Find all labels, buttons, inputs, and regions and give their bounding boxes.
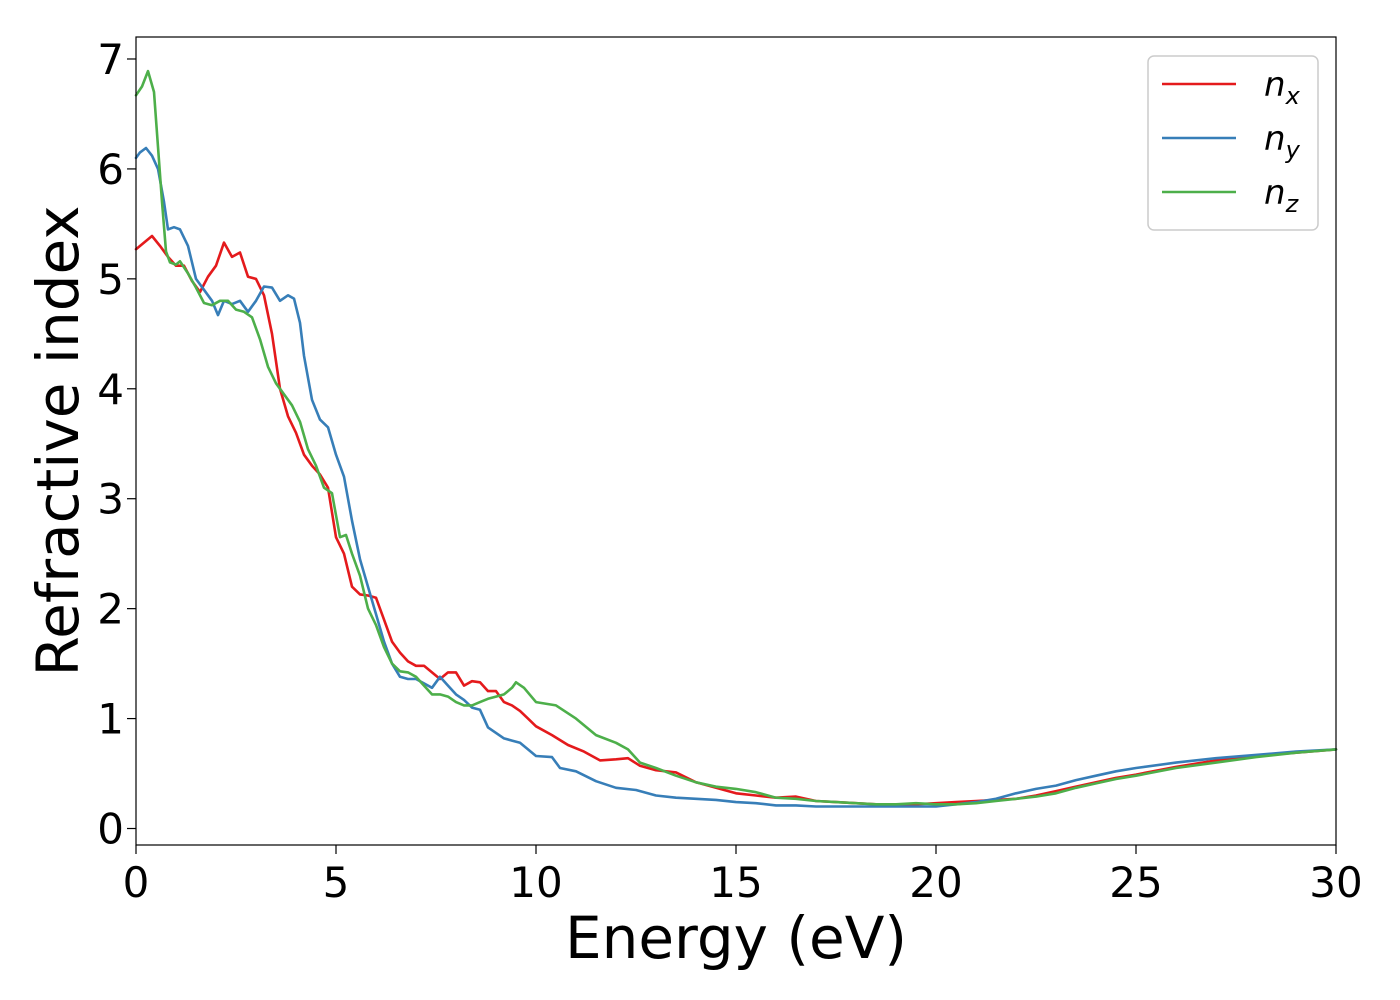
y-axis-title: Refractive index [24,205,92,676]
legend: nx ny nz [1147,55,1319,231]
legend-label-n_z: nz [1264,173,1300,218]
legend-box [1147,55,1319,231]
x-tick-label: 15 [709,858,762,907]
x-tick-label: 20 [909,858,962,907]
x-tick-label: 30 [1309,858,1362,907]
series-line-n_z [134,69,1338,806]
y-axis-ticks: 0 1 2 3 4 5 6 7 [97,35,136,854]
x-tick-label: 5 [323,858,350,907]
legend-label-n_y: ny [1264,119,1301,164]
y-tick-label: 7 [97,35,124,84]
y-tick-label: 1 [97,695,124,744]
y-tick-label: 0 [97,805,124,854]
x-axis-title: Energy (eV) [565,904,907,972]
y-tick-label: 2 [97,585,124,634]
y-tick-label: 4 [97,365,124,414]
legend-label-n_x: nx [1264,65,1301,110]
x-tick-label: 0 [123,858,150,907]
y-tick-label: 5 [97,255,124,304]
x-tick-label: 25 [1109,858,1162,907]
x-tick-label: 10 [509,858,562,907]
y-tick-label: 6 [97,145,124,194]
series-line-n_x [134,234,1338,806]
x-axis-ticks: 0 5 10 15 20 25 30 [123,845,1363,907]
series-layer [134,69,1338,808]
y-tick-label: 3 [97,475,124,524]
